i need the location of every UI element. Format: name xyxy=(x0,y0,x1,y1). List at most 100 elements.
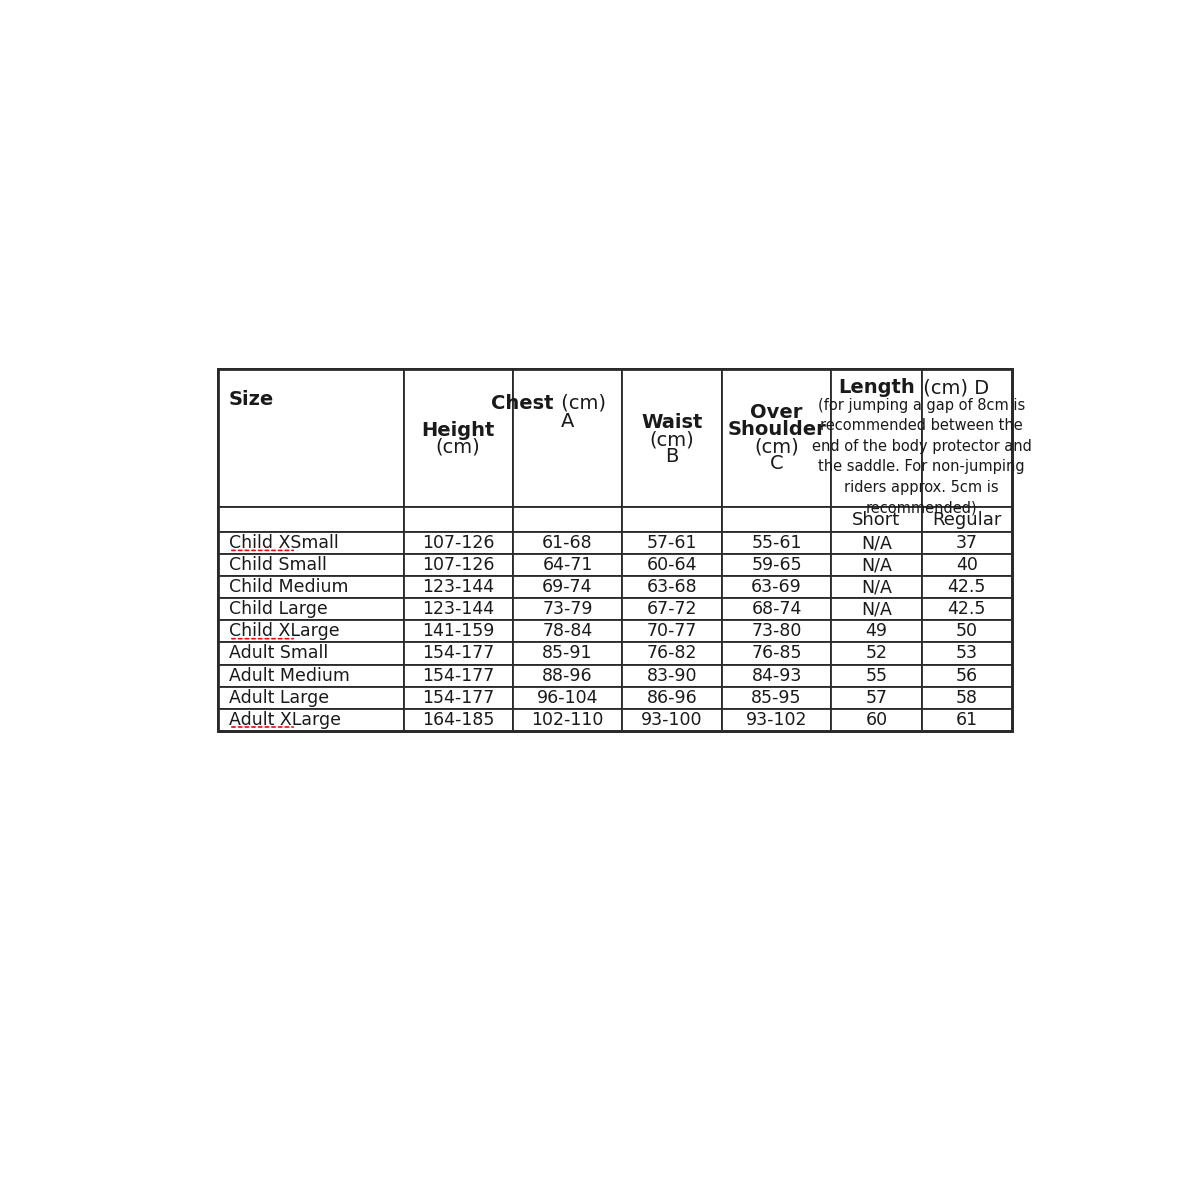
Bar xyxy=(832,642,922,665)
Bar xyxy=(218,368,1012,731)
Text: 85-91: 85-91 xyxy=(542,644,593,662)
Text: 60: 60 xyxy=(865,710,888,728)
Bar xyxy=(832,576,922,599)
Text: 57-61: 57-61 xyxy=(647,534,697,552)
Bar xyxy=(512,532,622,554)
Bar xyxy=(922,508,1012,532)
Bar xyxy=(622,599,722,620)
Text: Child XLarge: Child XLarge xyxy=(229,623,340,641)
Text: 141-159: 141-159 xyxy=(422,623,494,641)
Bar xyxy=(622,620,722,642)
Text: 123-144: 123-144 xyxy=(422,578,494,596)
Text: Height: Height xyxy=(421,421,494,440)
Text: 73-79: 73-79 xyxy=(542,600,593,618)
Text: 154-177: 154-177 xyxy=(422,644,494,662)
Text: 55: 55 xyxy=(865,666,887,684)
Text: Size: Size xyxy=(229,390,275,409)
Text: 107-126: 107-126 xyxy=(422,534,494,552)
Bar xyxy=(722,709,832,731)
Text: 85-95: 85-95 xyxy=(751,689,802,707)
Text: 52: 52 xyxy=(865,644,887,662)
Text: 63-69: 63-69 xyxy=(751,578,802,596)
Bar xyxy=(832,368,922,508)
Bar xyxy=(722,576,832,599)
Text: C: C xyxy=(769,454,784,473)
Bar xyxy=(922,620,1012,642)
Bar xyxy=(722,368,832,508)
Text: 56: 56 xyxy=(955,666,978,684)
Text: Regular: Regular xyxy=(932,511,1001,529)
Text: N/A: N/A xyxy=(860,556,892,574)
Text: 64-71: 64-71 xyxy=(542,556,593,574)
Text: 50: 50 xyxy=(955,623,978,641)
Text: Shoulder: Shoulder xyxy=(727,420,826,439)
Bar xyxy=(722,508,832,532)
Text: (cm): (cm) xyxy=(649,430,695,449)
Bar xyxy=(832,554,922,576)
Text: 86-96: 86-96 xyxy=(647,689,697,707)
Text: 49: 49 xyxy=(865,623,887,641)
Bar xyxy=(922,368,1012,508)
Bar xyxy=(832,620,922,642)
Bar xyxy=(622,576,722,599)
Bar xyxy=(722,686,832,709)
Bar xyxy=(922,554,1012,576)
Bar xyxy=(922,665,1012,686)
Bar xyxy=(512,709,622,731)
Bar xyxy=(403,368,512,508)
Text: Adult XLarge: Adult XLarge xyxy=(229,710,341,728)
Text: 57: 57 xyxy=(865,689,887,707)
Text: N/A: N/A xyxy=(860,534,892,552)
Bar xyxy=(922,576,1012,599)
Bar xyxy=(922,686,1012,709)
Text: 68-74: 68-74 xyxy=(751,600,802,618)
Text: Adult Large: Adult Large xyxy=(229,689,329,707)
Text: 58: 58 xyxy=(955,689,978,707)
Bar xyxy=(922,642,1012,665)
Bar xyxy=(622,554,722,576)
Text: 42.5: 42.5 xyxy=(948,600,986,618)
Text: 42.5: 42.5 xyxy=(948,578,986,596)
Bar xyxy=(922,599,1012,620)
Text: Adult Small: Adult Small xyxy=(229,644,329,662)
Text: (cm) D: (cm) D xyxy=(917,378,989,397)
Text: 96-104: 96-104 xyxy=(536,689,599,707)
Text: 63-68: 63-68 xyxy=(647,578,697,596)
Bar xyxy=(403,642,512,665)
Bar xyxy=(512,665,622,686)
Text: (cm): (cm) xyxy=(436,438,480,457)
Bar xyxy=(832,599,922,620)
Text: Length: Length xyxy=(839,378,916,397)
Bar xyxy=(403,665,512,686)
Bar xyxy=(403,554,512,576)
Bar xyxy=(218,576,403,599)
Text: (for jumping a gap of 8cm is
recommended between the
end of the body protector a: (for jumping a gap of 8cm is recommended… xyxy=(811,398,1032,515)
Text: Short: Short xyxy=(852,511,900,529)
Bar xyxy=(722,554,832,576)
Bar xyxy=(722,620,832,642)
Bar xyxy=(922,709,1012,731)
Bar xyxy=(218,620,403,642)
Text: Over: Over xyxy=(750,403,803,422)
Bar xyxy=(722,665,832,686)
Text: 53: 53 xyxy=(955,644,978,662)
Bar xyxy=(218,709,403,731)
Bar xyxy=(218,368,1012,731)
Bar xyxy=(512,686,622,709)
Text: B: B xyxy=(665,448,679,466)
Bar xyxy=(512,599,622,620)
Text: 61-68: 61-68 xyxy=(542,534,593,552)
Text: A: A xyxy=(560,413,574,432)
Bar xyxy=(622,508,722,532)
Text: 88-96: 88-96 xyxy=(542,666,593,684)
Bar xyxy=(512,576,622,599)
Text: Child Medium: Child Medium xyxy=(229,578,348,596)
Bar xyxy=(832,709,922,731)
Text: 59-65: 59-65 xyxy=(751,556,802,574)
Bar xyxy=(832,665,922,686)
Bar xyxy=(512,508,622,532)
Text: 154-177: 154-177 xyxy=(422,666,494,684)
Bar xyxy=(832,532,922,554)
Bar xyxy=(218,642,403,665)
Text: N/A: N/A xyxy=(860,600,892,618)
